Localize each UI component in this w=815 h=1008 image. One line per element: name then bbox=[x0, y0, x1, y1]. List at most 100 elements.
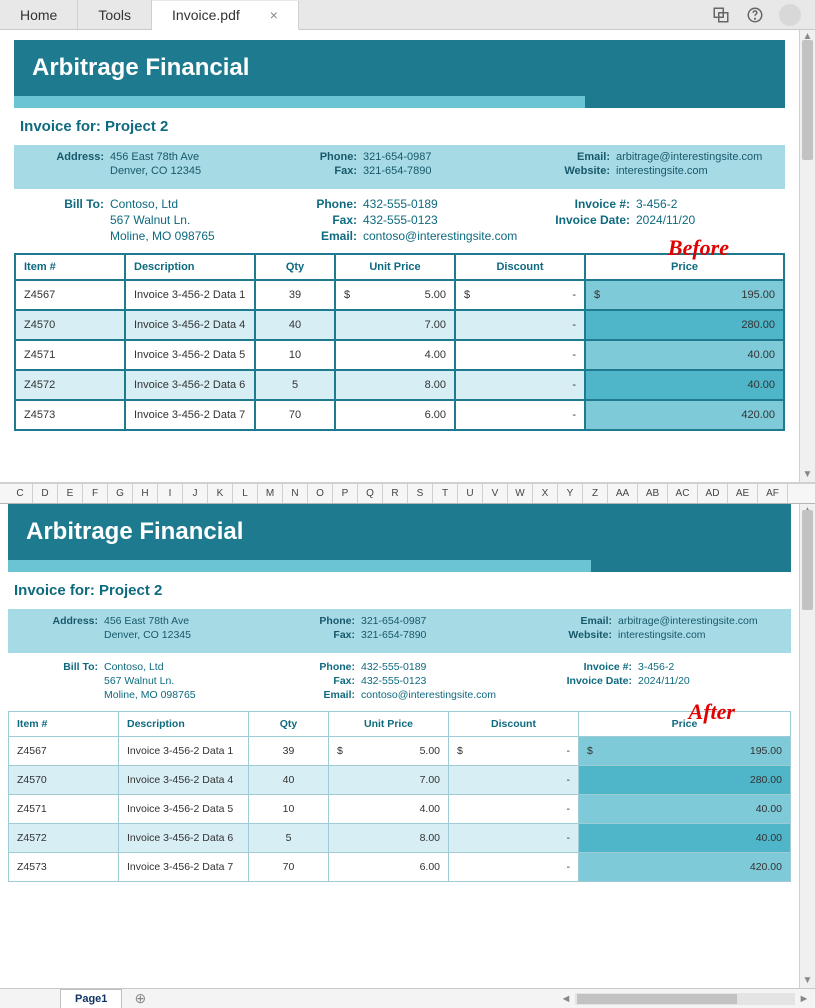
cell-price: $195.00 bbox=[579, 737, 791, 766]
cell-qty: 10 bbox=[249, 795, 329, 824]
column-header[interactable]: S bbox=[408, 484, 433, 503]
cell-item: Z4571 bbox=[9, 795, 119, 824]
billto-label: Bill To: bbox=[14, 661, 104, 673]
billto-name: Contoso, Ltd bbox=[104, 661, 271, 673]
column-header[interactable]: O bbox=[308, 484, 333, 503]
cell-disc: - bbox=[455, 310, 585, 340]
cell-disc: - bbox=[455, 340, 585, 370]
billto-fax: 432-555-0123 bbox=[363, 213, 526, 227]
column-header[interactable]: M bbox=[258, 484, 283, 503]
cell-disc: - bbox=[449, 766, 579, 795]
cell-disc: - bbox=[449, 853, 579, 882]
table-row: Z4571Invoice 3-456-2 Data 5104.00-40.00 bbox=[15, 340, 784, 370]
sheet-footer: Page1 ⊕ ◄ ► bbox=[0, 988, 815, 1008]
column-header[interactable]: H bbox=[133, 484, 158, 503]
help-icon[interactable] bbox=[745, 5, 765, 25]
tab-document[interactable]: Invoice.pdf × bbox=[152, 1, 299, 30]
scroll-right-icon[interactable]: ► bbox=[797, 993, 811, 1005]
column-header[interactable]: AE bbox=[728, 484, 758, 503]
vertical-scrollbar[interactable]: ▲ ▼ bbox=[799, 504, 815, 988]
column-header[interactable]: C bbox=[8, 484, 33, 503]
column-header[interactable]: I bbox=[158, 484, 183, 503]
col-desc: Description bbox=[119, 712, 249, 737]
share-icon[interactable] bbox=[711, 5, 731, 25]
cell-item: Z4573 bbox=[15, 400, 125, 430]
cell-item: Z4572 bbox=[9, 824, 119, 853]
column-header[interactable]: Y bbox=[558, 484, 583, 503]
user-avatar[interactable] bbox=[779, 4, 801, 26]
invno-value: 3-456-2 bbox=[636, 197, 779, 211]
cell-qty: 70 bbox=[249, 853, 329, 882]
billto-name: Contoso, Ltd bbox=[110, 197, 273, 211]
tab-home[interactable]: Home bbox=[0, 0, 78, 29]
column-header[interactable]: J bbox=[183, 484, 208, 503]
address-line2: Denver, CO 12345 bbox=[110, 165, 273, 177]
column-header[interactable]: X bbox=[533, 484, 558, 503]
scrollbar-track[interactable] bbox=[575, 993, 795, 1005]
horizontal-scrollbar[interactable]: ◄ ► bbox=[559, 993, 815, 1005]
sender-info-band: Address:456 East 78th Ave Denver, CO 123… bbox=[14, 145, 785, 189]
column-header[interactable]: T bbox=[433, 484, 458, 503]
scroll-down-icon[interactable]: ▼ bbox=[800, 468, 815, 482]
column-header[interactable]: AD bbox=[698, 484, 728, 503]
add-sheet-icon[interactable]: ⊕ bbox=[130, 990, 150, 1007]
cell-qty: 40 bbox=[255, 310, 335, 340]
column-header[interactable]: V bbox=[483, 484, 508, 503]
column-header[interactable]: L bbox=[233, 484, 258, 503]
column-header[interactable]: U bbox=[458, 484, 483, 503]
column-header[interactable]: P bbox=[333, 484, 358, 503]
sheet-body: Arbitrage Financial Invoice for: Project… bbox=[0, 504, 799, 988]
column-header[interactable]: K bbox=[208, 484, 233, 503]
column-header[interactable]: AC bbox=[668, 484, 698, 503]
cell-desc: Invoice 3-456-2 Data 1 bbox=[125, 280, 255, 310]
column-header[interactable]: AB bbox=[638, 484, 668, 503]
billto-city: Moline, MO 098765 bbox=[110, 229, 273, 243]
cell-unit: $5.00 bbox=[335, 280, 455, 310]
cell-qty: 39 bbox=[255, 280, 335, 310]
column-header[interactable]: R bbox=[383, 484, 408, 503]
scrollbar-thumb[interactable] bbox=[802, 510, 813, 610]
scroll-left-icon[interactable]: ◄ bbox=[559, 993, 573, 1005]
cell-unit: 4.00 bbox=[329, 795, 449, 824]
sheet-tab[interactable]: Page1 bbox=[60, 989, 122, 1008]
pdf-document-view: Arbitrage Financial Invoice for: Project… bbox=[0, 30, 799, 482]
column-header[interactable]: Z bbox=[583, 484, 608, 503]
cell-item: Z4573 bbox=[9, 853, 119, 882]
scroll-down-icon[interactable]: ▼ bbox=[800, 974, 815, 988]
column-header[interactable]: N bbox=[283, 484, 308, 503]
vertical-scrollbar[interactable]: ▲ ▼ bbox=[799, 30, 815, 482]
column-header[interactable]: G bbox=[108, 484, 133, 503]
cell-desc: Invoice 3-456-2 Data 6 bbox=[119, 824, 249, 853]
table-row: Z4567Invoice 3-456-2 Data 139$5.00$-$195… bbox=[9, 737, 791, 766]
header-bar bbox=[8, 560, 791, 572]
billto-phone-label: Phone: bbox=[271, 661, 361, 673]
tab-document-label: Invoice.pdf bbox=[172, 7, 240, 23]
cell-item: Z4567 bbox=[9, 737, 119, 766]
cell-disc: $- bbox=[449, 737, 579, 766]
scrollbar-thumb[interactable] bbox=[577, 994, 737, 1004]
column-header[interactable]: W bbox=[508, 484, 533, 503]
col-desc: Description bbox=[125, 254, 255, 280]
website-label: Website: bbox=[528, 629, 618, 641]
column-header[interactable]: AF bbox=[758, 484, 788, 503]
billto-fax-label: Fax: bbox=[271, 675, 361, 687]
invdate-value: 2024/11/20 bbox=[638, 675, 785, 687]
header-bar bbox=[14, 96, 785, 108]
cell-item: Z4570 bbox=[15, 310, 125, 340]
cell-desc: Invoice 3-456-2 Data 4 bbox=[125, 310, 255, 340]
tab-tools[interactable]: Tools bbox=[78, 0, 152, 29]
close-icon[interactable]: × bbox=[270, 7, 278, 23]
cell-price: 280.00 bbox=[585, 310, 784, 340]
column-header[interactable]: Q bbox=[358, 484, 383, 503]
column-header[interactable]: AA bbox=[608, 484, 638, 503]
invdate-label: Invoice Date: bbox=[528, 675, 638, 687]
column-header[interactable]: F bbox=[83, 484, 108, 503]
email-value: arbitrage@interestingsite.com bbox=[618, 615, 785, 627]
items-table: Item # Description Qty Unit Price Discou… bbox=[8, 711, 791, 882]
column-header[interactable]: D bbox=[33, 484, 58, 503]
column-header[interactable]: E bbox=[58, 484, 83, 503]
fax-value: 321-654-7890 bbox=[363, 165, 526, 177]
scrollbar-thumb[interactable] bbox=[802, 40, 813, 160]
cell-item: Z4570 bbox=[9, 766, 119, 795]
fax-label: Fax: bbox=[271, 629, 361, 641]
